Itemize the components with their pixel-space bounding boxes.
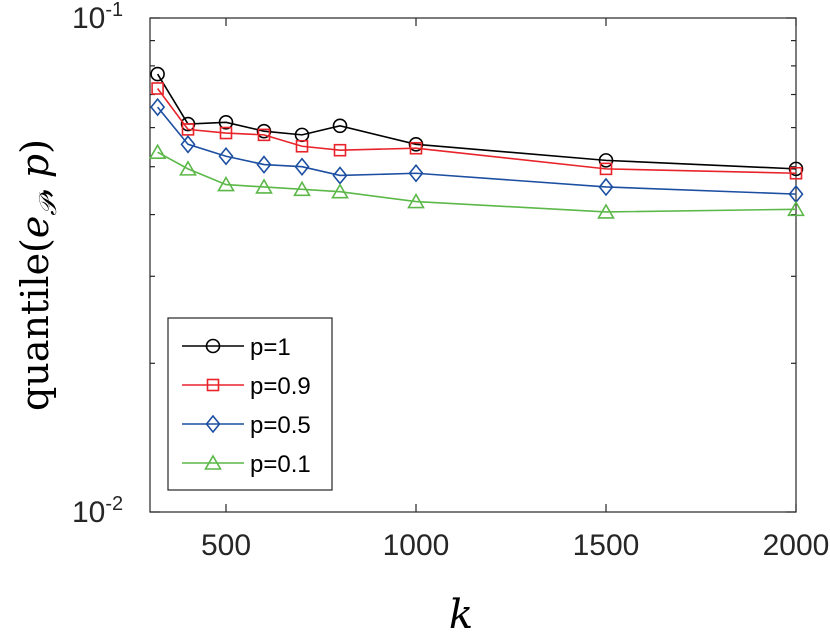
data-point-diamond	[150, 97, 166, 117]
data-point-square	[257, 128, 271, 142]
data-point-square	[181, 123, 195, 136]
data-point-triangle	[293, 180, 311, 197]
y-label-sep: ,	[13, 186, 57, 198]
legend-marker-triangle	[204, 454, 222, 470]
series-line	[157, 151, 797, 213]
data-point-square	[409, 141, 423, 155]
series-line	[156, 106, 797, 195]
data-point-diamond	[408, 163, 424, 183]
data-point-circle	[788, 161, 804, 177]
y-label-open: (	[13, 238, 57, 253]
legend-item: p=0.9	[182, 373, 311, 400]
data-point-square	[789, 166, 803, 180]
y-axis-label: quantile(e𝒫,p)	[13, 139, 62, 411]
data-point-square	[599, 162, 613, 176]
data-point-triangle	[148, 143, 167, 159]
legend-item: p=1	[182, 334, 291, 361]
x-tick-label: 500	[201, 529, 251, 562]
data-point-circle	[332, 118, 348, 134]
legend-marker-circle	[205, 338, 221, 354]
plot-area-frame	[149, 17, 797, 513]
data-point-diamond	[256, 155, 272, 174]
data-point-diamond	[294, 157, 310, 176]
legend-marker-square	[206, 378, 220, 392]
legend-item: p=0.5	[182, 412, 311, 439]
legend-marker-diamond	[205, 414, 221, 434]
data-point-circle	[150, 66, 165, 82]
data-point-square	[333, 143, 347, 157]
series-4	[148, 143, 805, 219]
data-point-circle	[256, 123, 272, 139]
legend-label: p=1	[250, 334, 291, 361]
data-point-circle	[218, 114, 234, 130]
y-tick-label: 10-1	[72, 0, 123, 35]
y-tick-label: 10-2	[72, 493, 123, 529]
series-line	[156, 73, 797, 170]
data-point-square	[219, 126, 233, 140]
data-point-triangle	[179, 160, 197, 176]
data-point-diamond	[598, 177, 614, 197]
x-tick-label: 2000	[763, 529, 830, 562]
data-point-diamond	[180, 135, 196, 154]
data-point-triangle	[331, 183, 349, 199]
legend-item: p=0.1	[182, 451, 311, 478]
data-point-square	[295, 139, 309, 153]
data-point-circle	[408, 137, 424, 152]
x-tick-label: 1000	[383, 529, 450, 562]
data-point-square	[151, 82, 164, 95]
data-point-triangle	[407, 192, 425, 209]
legend-label: p=0.9	[250, 373, 311, 400]
data-point-triangle	[597, 203, 615, 219]
y-label-var: e	[13, 216, 57, 239]
data-point-circle	[598, 153, 614, 168]
data-point-triangle	[255, 178, 273, 194]
legend-label: p=0.5	[250, 412, 311, 439]
data-point-triangle	[787, 200, 805, 217]
data-point-triangle	[217, 175, 235, 192]
series-2	[151, 82, 803, 180]
data-point-diamond	[218, 146, 234, 166]
y-label-p: p	[13, 154, 57, 178]
series-1	[150, 66, 804, 177]
legend-label: p=0.1	[250, 451, 311, 478]
y-label-fn: quantile	[13, 253, 57, 411]
series-layer	[148, 66, 805, 219]
x-axis-label: k	[449, 592, 473, 638]
legend: p=1 p=0.9 p=0.5 p=0.1	[167, 317, 333, 491]
data-point-circle	[180, 116, 196, 132]
series-line	[156, 88, 797, 175]
y-label-close: )	[13, 139, 57, 154]
axes: 500 1000 1500 2000 10-2 10-1	[72, 0, 829, 562]
x-tick-label: 1500	[573, 529, 640, 562]
